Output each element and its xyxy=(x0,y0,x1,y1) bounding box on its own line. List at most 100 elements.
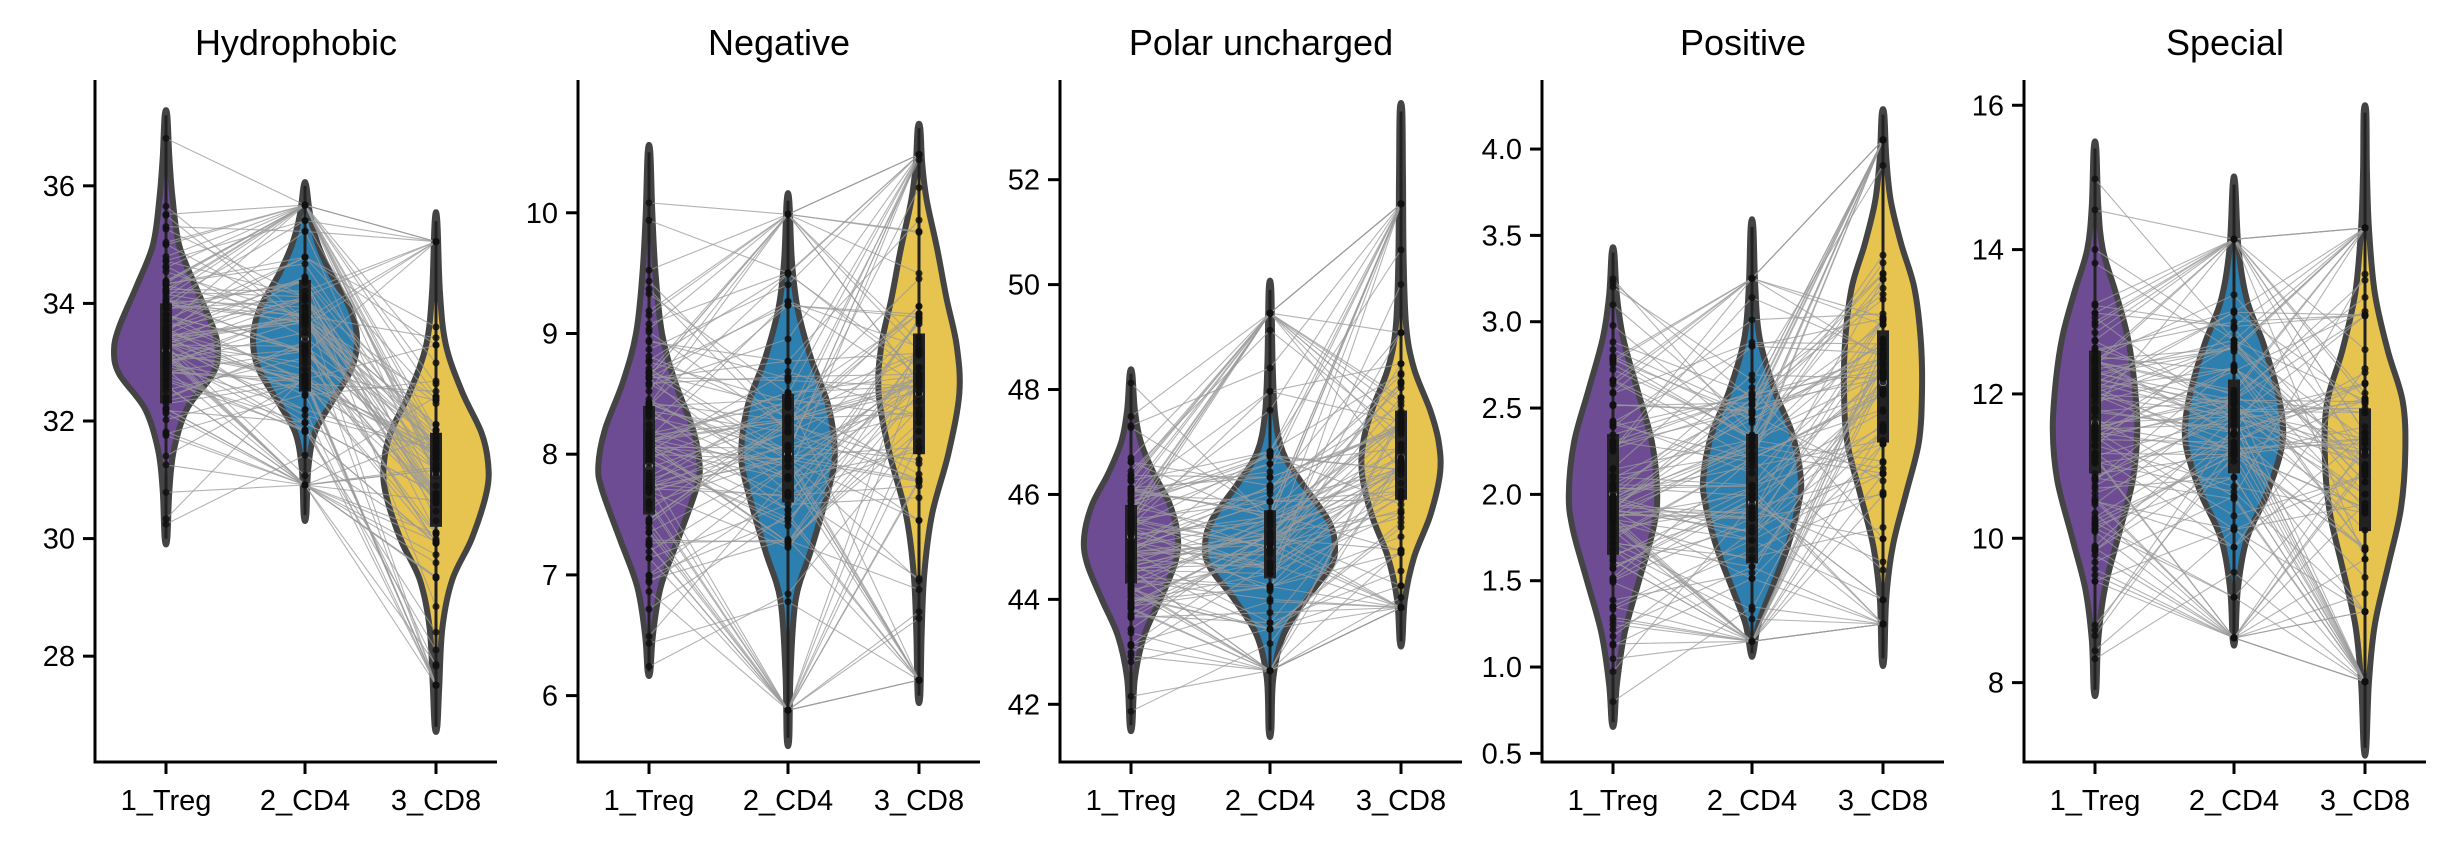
data-point xyxy=(1879,440,1887,448)
panel-hydrophobic: Hydrophobic 28 30 32 34 36 1_Treg 2_CD4 3_CD8 xyxy=(43,22,497,817)
data-point xyxy=(2091,509,2099,517)
data-point xyxy=(645,320,653,328)
data-point xyxy=(162,520,170,528)
panel-positive: Positive 0.5 1.0 1.5 2.0 2.5 3.0 3.5 4.0 1_Treg 2_… xyxy=(1482,22,1944,817)
data-point xyxy=(1609,655,1617,663)
data-point xyxy=(301,472,309,480)
data-point xyxy=(162,202,170,210)
data-point xyxy=(1266,595,1274,603)
y-tick-label: 50 xyxy=(1008,270,1040,302)
data-point xyxy=(432,573,440,581)
data-point xyxy=(784,398,792,405)
y-tick-label: 46 xyxy=(1008,479,1040,511)
data-point xyxy=(301,359,309,367)
data-point xyxy=(1127,658,1135,666)
y-tick-label: 36 xyxy=(43,171,75,203)
data-point xyxy=(1266,543,1274,551)
data-point xyxy=(2091,626,2099,634)
data-point xyxy=(432,380,440,388)
data-point xyxy=(162,262,170,270)
data-points xyxy=(1609,136,1887,706)
data-point xyxy=(1266,640,1274,647)
data-point xyxy=(162,461,170,469)
data-point xyxy=(784,417,792,425)
data-point xyxy=(1397,582,1405,590)
data-point xyxy=(1879,136,1887,144)
data-point xyxy=(784,281,792,289)
data-point xyxy=(1266,460,1274,468)
data-point xyxy=(162,393,170,401)
data-point xyxy=(2091,621,2099,629)
data-point xyxy=(645,605,653,613)
data-point xyxy=(2361,471,2369,479)
data-point xyxy=(301,365,309,373)
data-point xyxy=(1609,401,1617,409)
data-point xyxy=(784,210,792,218)
x-tick-label: 1_Treg xyxy=(121,785,212,817)
data-point xyxy=(1609,602,1617,610)
data-point xyxy=(915,444,923,451)
data-point xyxy=(162,515,170,523)
x-tick-label: 2_CD4 xyxy=(2189,785,2279,817)
data-point xyxy=(432,238,440,246)
data-point xyxy=(915,151,923,158)
data-point xyxy=(2361,311,2369,319)
data-point xyxy=(1397,407,1405,415)
data-point xyxy=(1879,406,1887,413)
data-point xyxy=(915,310,923,318)
data-point xyxy=(2361,500,2369,508)
data-point xyxy=(1266,587,1274,595)
data-point xyxy=(2230,492,2238,500)
data-point xyxy=(2361,446,2369,454)
data-point xyxy=(1127,640,1135,648)
data-point xyxy=(645,365,653,373)
data-point xyxy=(2361,555,2369,563)
data-point xyxy=(2230,448,2238,456)
data-point xyxy=(2091,571,2099,579)
data-point xyxy=(301,217,309,225)
data-point xyxy=(1266,547,1274,555)
data-point xyxy=(1879,251,1887,259)
data-point xyxy=(162,277,170,285)
data-point xyxy=(2230,457,2238,465)
y-tick-label: 1.0 xyxy=(1482,652,1522,684)
data-point xyxy=(1266,609,1274,617)
data-point xyxy=(162,488,170,496)
data-point xyxy=(301,481,309,489)
data-point xyxy=(2230,483,2238,490)
data-point xyxy=(2230,473,2238,481)
data-point xyxy=(915,302,923,310)
data-point xyxy=(2230,543,2238,551)
data-point xyxy=(645,536,653,544)
data-point xyxy=(1397,453,1405,461)
data-point xyxy=(432,646,440,654)
data-point xyxy=(1748,407,1756,415)
data-point xyxy=(645,285,653,293)
data-point xyxy=(2230,318,2238,326)
y-tick-label: 8 xyxy=(1988,668,2004,700)
data-point xyxy=(432,559,440,567)
y-tick-label: 3.0 xyxy=(1482,307,1522,339)
y-tick-label: 3.5 xyxy=(1482,220,1522,252)
data-point xyxy=(645,632,653,640)
data-point xyxy=(1748,556,1756,564)
data-point xyxy=(784,404,792,412)
data-point xyxy=(2230,634,2238,642)
data-point xyxy=(301,411,309,419)
panel-title: Negative xyxy=(708,22,850,63)
data-point xyxy=(2091,206,2099,214)
data-point xyxy=(2091,565,2099,573)
data-point xyxy=(645,387,653,395)
data-point xyxy=(645,277,653,285)
data-point xyxy=(2230,568,2238,576)
data-point xyxy=(1397,421,1405,429)
data-point xyxy=(432,387,440,395)
data-point xyxy=(2230,593,2238,601)
x-tick-label: 2_CD4 xyxy=(1225,785,1315,817)
y-tick-label: 44 xyxy=(1008,584,1040,616)
data-point xyxy=(1266,509,1274,517)
data-point xyxy=(162,428,170,436)
data-point xyxy=(1397,479,1405,487)
data-point xyxy=(1397,394,1405,402)
y-tick-label: 2.0 xyxy=(1482,479,1522,511)
